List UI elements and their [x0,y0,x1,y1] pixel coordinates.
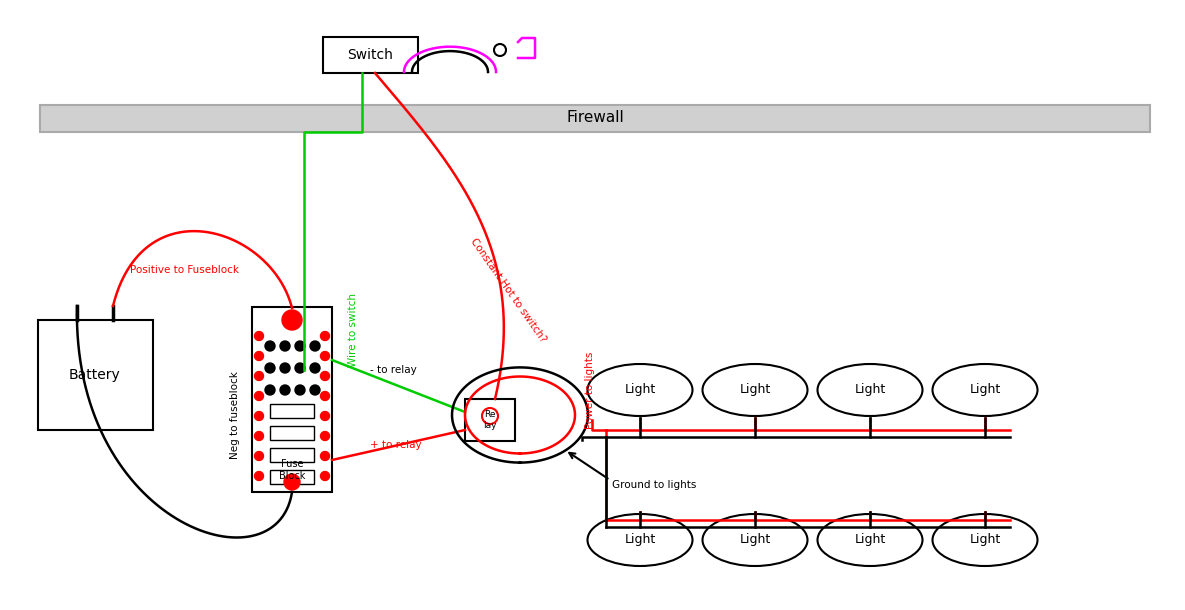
Circle shape [255,472,263,481]
Ellipse shape [818,514,922,566]
Text: Light: Light [854,534,885,547]
Circle shape [282,310,302,330]
Bar [324,37,418,73]
Text: Light: Light [969,534,1000,547]
Circle shape [320,412,329,420]
Circle shape [320,451,329,461]
Text: Light: Light [624,384,655,396]
Circle shape [280,363,290,373]
Circle shape [255,392,263,401]
Circle shape [255,351,263,361]
Circle shape [265,341,275,351]
Circle shape [295,385,305,395]
Circle shape [255,451,263,461]
Bar [40,105,1149,132]
Circle shape [255,431,263,440]
Text: Battery: Battery [69,368,121,382]
Bar [252,307,332,492]
Circle shape [320,472,329,481]
Text: - to relay: - to relay [370,365,417,375]
Text: Neg to fuseblock: Neg to fuseblock [230,371,241,459]
Ellipse shape [588,364,692,416]
Circle shape [310,385,320,395]
Circle shape [280,385,290,395]
Circle shape [280,341,290,351]
Text: Re
lay: Re lay [483,411,497,429]
Bar [270,470,314,484]
Text: Constant Hot to switch?: Constant Hot to switch? [468,236,547,344]
Circle shape [295,341,305,351]
Text: Light: Light [969,384,1000,396]
Circle shape [255,412,263,420]
Circle shape [255,371,263,381]
Circle shape [320,331,329,340]
Circle shape [265,363,275,373]
Circle shape [320,392,329,401]
Bar [465,399,515,441]
Ellipse shape [818,364,922,416]
Circle shape [295,363,305,373]
Circle shape [255,331,263,340]
Text: Firewall: Firewall [566,110,623,126]
Bar [270,448,314,462]
Ellipse shape [588,514,692,566]
Bar [270,404,314,418]
Circle shape [320,431,329,440]
Ellipse shape [933,364,1038,416]
Ellipse shape [703,514,807,566]
Text: Light: Light [739,384,770,396]
Text: Light: Light [739,534,770,547]
Circle shape [284,474,300,490]
Ellipse shape [703,364,807,416]
Text: + to relay: + to relay [370,440,422,450]
Circle shape [310,341,320,351]
Bar [270,426,314,440]
Text: Power to lights: Power to lights [585,351,595,429]
Bar [38,320,153,430]
Ellipse shape [933,514,1038,566]
Circle shape [320,371,329,381]
Text: Positive to Fuseblock: Positive to Fuseblock [130,265,239,275]
Text: Light: Light [854,384,885,396]
Text: Wire to switch: Wire to switch [348,293,358,367]
Circle shape [265,385,275,395]
Text: Ground to lights: Ground to lights [611,480,697,490]
Text: Fuse
Block: Fuse Block [278,459,306,481]
Text: Light: Light [624,534,655,547]
Text: Switch: Switch [347,48,393,62]
Circle shape [310,363,320,373]
Circle shape [320,351,329,361]
